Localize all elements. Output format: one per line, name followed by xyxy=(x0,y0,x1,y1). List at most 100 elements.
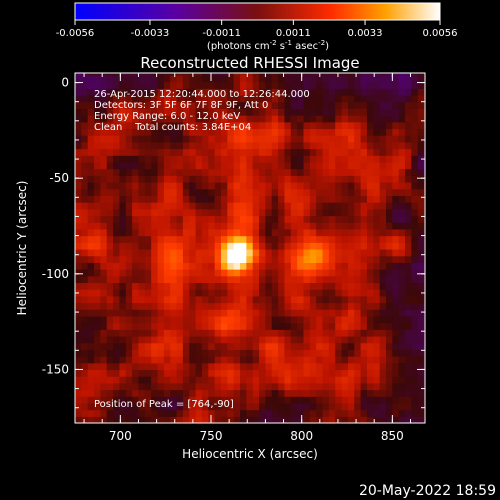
heatmap-cell xyxy=(100,329,108,337)
heatmap-cell xyxy=(271,168,279,176)
heatmap-cell xyxy=(354,73,362,76)
colorbar: -0.0056 -0.0033 -0.0011 0.0011 0.0033 0.0056 … xyxy=(56,2,458,52)
heatmap-cell xyxy=(392,215,400,223)
heatmap-cell xyxy=(119,349,127,357)
heatmap-cell xyxy=(81,208,89,217)
heatmap-cell xyxy=(252,141,260,150)
heatmap-cell xyxy=(405,141,412,150)
heatmap-cell xyxy=(81,275,89,284)
heatmap-cell xyxy=(379,222,387,230)
heatmap-cell xyxy=(405,322,412,330)
heatmap-cell xyxy=(278,121,286,130)
heatmap-cell xyxy=(246,255,254,263)
heatmap-cell xyxy=(240,409,247,417)
heatmap-cell xyxy=(100,188,108,196)
heatmap-cell xyxy=(405,175,412,183)
heatmap-cell xyxy=(195,282,203,290)
heatmap-cell xyxy=(246,182,254,190)
heatmap-cell xyxy=(398,161,406,170)
heatmap-cell xyxy=(119,121,127,130)
heatmap-cell xyxy=(252,322,260,330)
heatmap-cell xyxy=(373,349,381,357)
heatmap-cell xyxy=(157,235,165,243)
heatmap-cell xyxy=(417,335,425,344)
heatmap-cell xyxy=(81,389,89,397)
heatmap-cell xyxy=(354,269,362,277)
heatmap-cell xyxy=(138,402,146,411)
heatmap-cell xyxy=(303,289,311,297)
heatmap-cell xyxy=(176,295,184,304)
heatmap-cell xyxy=(411,382,419,391)
heatmap-cell xyxy=(322,182,330,190)
heatmap-cell xyxy=(170,322,178,330)
heatmap-cell xyxy=(106,155,114,163)
heatmap-cell xyxy=(81,302,89,310)
heatmap-cell xyxy=(246,269,254,277)
heatmap-cell xyxy=(132,335,140,344)
heatmap-cell xyxy=(157,295,165,304)
heatmap-cell xyxy=(100,81,108,89)
heatmap-cell xyxy=(297,188,305,196)
heatmap-cell xyxy=(170,141,178,150)
heatmap-cell xyxy=(227,416,235,423)
heatmap-cell xyxy=(106,356,114,364)
heatmap-cell xyxy=(144,235,152,243)
heatmap-cell xyxy=(132,222,140,230)
heatmap-cell xyxy=(373,128,381,136)
heatmap-cell xyxy=(113,74,121,83)
heatmap-cell xyxy=(246,315,254,324)
heatmap-cell xyxy=(405,188,412,196)
heatmap-cell xyxy=(366,302,374,310)
heatmap-cell xyxy=(233,262,241,270)
heatmap-cell xyxy=(113,248,121,257)
heatmap-cell xyxy=(94,188,101,196)
heatmap-cell xyxy=(106,309,114,317)
heatmap-cell xyxy=(233,389,241,397)
heatmap-cell xyxy=(182,362,190,371)
heatmap-cell xyxy=(201,309,209,317)
heatmap-cell xyxy=(373,73,381,76)
heatmap-cell xyxy=(405,402,412,411)
heatmap-cell xyxy=(354,315,362,324)
heatmap-cell xyxy=(252,73,260,76)
heatmap-cell xyxy=(411,108,419,116)
heatmap-cell xyxy=(113,94,121,103)
heatmap-cell xyxy=(284,322,292,330)
heatmap-cell xyxy=(176,302,184,310)
heatmap-cell xyxy=(398,389,406,397)
heatmap-cell xyxy=(373,322,381,330)
heatmap-cell xyxy=(309,222,317,230)
heatmap-cell xyxy=(189,141,197,150)
heatmap-cell xyxy=(341,108,349,116)
colorbar-tick-label: 0.0033 xyxy=(348,28,383,39)
heatmap-cell xyxy=(309,175,317,183)
heatmap-cell xyxy=(163,362,171,371)
heatmap-cell xyxy=(170,389,178,397)
heatmap-cell xyxy=(214,222,222,230)
heatmap-cell xyxy=(278,295,286,304)
heatmap-cell xyxy=(354,81,362,89)
heatmap-cell xyxy=(290,121,298,130)
heatmap-cell xyxy=(265,115,273,123)
heatmap-cell xyxy=(278,101,286,109)
heatmap-cell xyxy=(189,148,197,156)
heatmap-cell xyxy=(366,195,374,203)
heatmap-cell xyxy=(100,275,108,284)
heatmap-cell xyxy=(392,175,400,183)
heatmap-cell xyxy=(290,315,298,324)
heatmap-cell xyxy=(417,309,425,317)
heatmap-cell xyxy=(163,416,171,423)
heatmap-cell xyxy=(271,342,279,350)
heatmap-cell xyxy=(417,369,425,377)
heatmap-cell xyxy=(398,195,406,203)
heatmap-cell xyxy=(252,202,260,210)
heatmap-cell xyxy=(335,282,343,290)
heatmap-cell xyxy=(189,315,197,324)
heatmap-cell xyxy=(309,208,317,217)
heatmap-cell xyxy=(284,335,292,344)
heatmap-cell xyxy=(386,409,393,417)
heatmap-cell xyxy=(392,275,400,284)
heatmap-cell xyxy=(138,382,146,391)
heatmap-cell xyxy=(163,302,171,310)
heatmap-cell xyxy=(163,73,171,76)
